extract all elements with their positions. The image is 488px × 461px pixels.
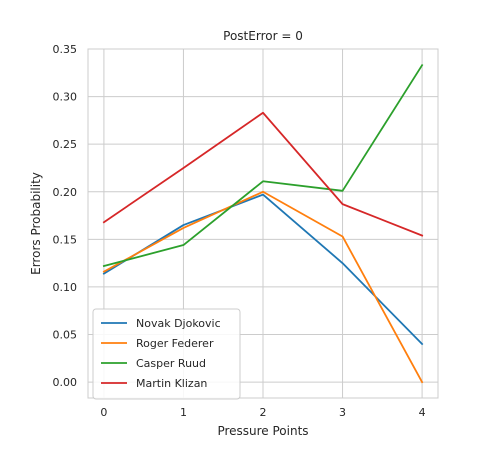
x-axis-title: Pressure Points bbox=[217, 424, 308, 438]
x-tick-label: 4 bbox=[419, 406, 426, 419]
series-line-1 bbox=[102, 193, 424, 346]
x-tick-label: 3 bbox=[339, 406, 346, 419]
y-tick-label: 0.00 bbox=[53, 376, 78, 389]
y-tick-label: 0.35 bbox=[53, 43, 78, 56]
series-line-4 bbox=[102, 111, 424, 237]
series-layer bbox=[102, 63, 424, 384]
chart-title: PostError = 0 bbox=[223, 29, 303, 43]
series-line-3 bbox=[102, 63, 424, 268]
x-tick-label: 1 bbox=[180, 406, 187, 419]
y-tick-label: 0.25 bbox=[53, 138, 78, 151]
legend-label: Martin Klizan bbox=[136, 377, 207, 390]
y-tick-label: 0.10 bbox=[53, 281, 78, 294]
x-tick-label: 2 bbox=[260, 406, 267, 419]
legend-box bbox=[92, 308, 241, 400]
series-line-2 bbox=[102, 190, 424, 384]
tick-labels: 0 1 2 3 4 0.00 0.05 0.10 0.15 0.20 0.25 0.30 0.35 bbox=[53, 43, 426, 419]
y-tick-label: 0.05 bbox=[53, 329, 78, 342]
x-tick-label: 0 bbox=[100, 406, 107, 419]
legend-label: Novak Djokovic bbox=[136, 317, 221, 330]
y-tick-label: 0.30 bbox=[53, 91, 78, 104]
y-tick-label: 0.15 bbox=[53, 233, 78, 246]
legend-label: Casper Ruud bbox=[136, 357, 206, 370]
y-axis-title: Errors Probability bbox=[29, 172, 43, 275]
y-tick-label: 0.20 bbox=[53, 186, 78, 199]
legend: Novak Djokovic Roger Federer Casper Ruud Ma… bbox=[92, 308, 241, 400]
plot-frame bbox=[87, 48, 439, 399]
legend-label: Roger Federer bbox=[136, 337, 214, 350]
